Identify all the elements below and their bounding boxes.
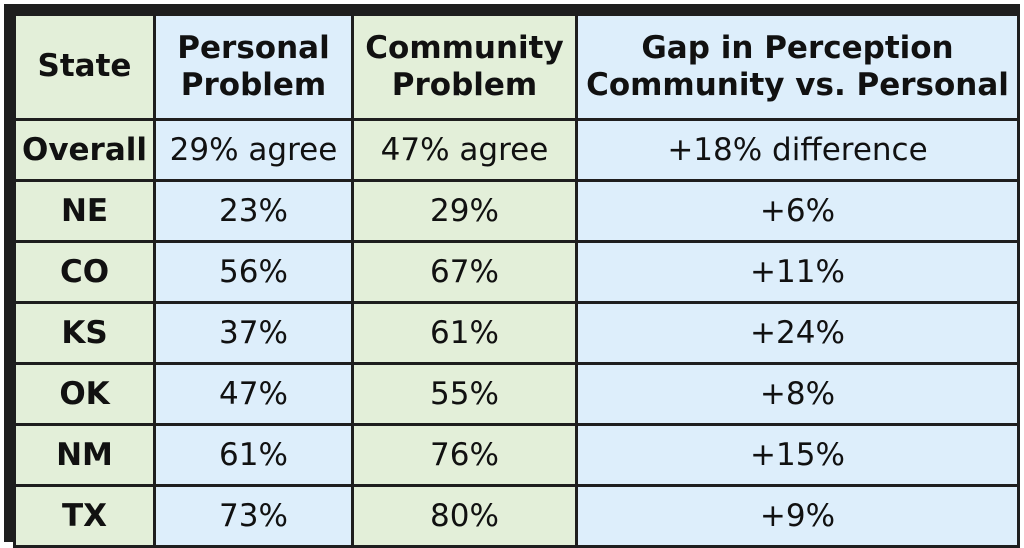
cell-community: 47% agree — [351, 118, 578, 182]
table-row: NE 23% 29% +6% — [13, 179, 1020, 243]
cell-state: TX — [13, 484, 156, 548]
cell-personal: 56% — [153, 240, 354, 304]
header-state: State — [13, 13, 156, 121]
header-gap-in-perception: Gap in Perception Community vs. Personal — [575, 13, 1020, 121]
cell-personal: 47% — [153, 362, 354, 426]
header-row: State Personal Problem Community Problem… — [13, 13, 1020, 121]
table-row: OK 47% 55% +8% — [13, 362, 1020, 426]
cell-community: 29% — [351, 179, 578, 243]
cell-state: NM — [13, 423, 156, 487]
cell-community: 76% — [351, 423, 578, 487]
header-community-line-1: Community — [365, 29, 564, 66]
cell-community: 80% — [351, 484, 578, 548]
header-personal-line-2: Problem — [180, 67, 327, 103]
perception-table: State Personal Problem Community Problem… — [13, 13, 1020, 548]
table-frame: State Personal Problem Community Problem… — [4, 4, 1020, 548]
cell-personal: 61% — [153, 423, 354, 487]
cell-gap: +8% — [575, 362, 1020, 426]
header-community-problem: Community Problem — [351, 13, 578, 121]
header-gap-line-2: Community vs. Personal — [586, 67, 1009, 103]
header-community-line-2: Problem — [391, 67, 538, 103]
header-personal-line-1: Personal — [177, 29, 330, 66]
cell-state: CO — [13, 240, 156, 304]
cell-personal: 23% — [153, 179, 354, 243]
cell-state: Overall — [13, 118, 156, 182]
cell-gap: +6% — [575, 179, 1020, 243]
table-row: KS 37% 61% +24% — [13, 301, 1020, 365]
cell-gap: +11% — [575, 240, 1020, 304]
cell-gap: +15% — [575, 423, 1020, 487]
cell-state: NE — [13, 179, 156, 243]
header-state-line-1: State — [37, 48, 132, 85]
header-gap-line-1: Gap in Perception — [641, 29, 954, 66]
table-row: TX 73% 80% +9% — [13, 484, 1020, 548]
cell-gap: +18% difference — [575, 118, 1020, 182]
cell-community: 67% — [351, 240, 578, 304]
cell-personal: 73% — [153, 484, 354, 548]
table-row: Overall 29% agree 47% agree +18% difference — [13, 118, 1020, 182]
cell-gap: +9% — [575, 484, 1020, 548]
table-body: Overall 29% agree 47% agree +18% difference… — [13, 118, 1020, 548]
cell-state: OK — [13, 362, 156, 426]
table-row: CO 56% 67% +11% — [13, 240, 1020, 304]
cell-personal: 37% — [153, 301, 354, 365]
cell-community: 55% — [351, 362, 578, 426]
cell-community: 61% — [351, 301, 578, 365]
cell-gap: +24% — [575, 301, 1020, 365]
cell-state: KS — [13, 301, 156, 365]
cell-personal: 29% agree — [153, 118, 354, 182]
header-personal-problem: Personal Problem — [153, 13, 354, 121]
table-row: NM 61% 76% +15% — [13, 423, 1020, 487]
